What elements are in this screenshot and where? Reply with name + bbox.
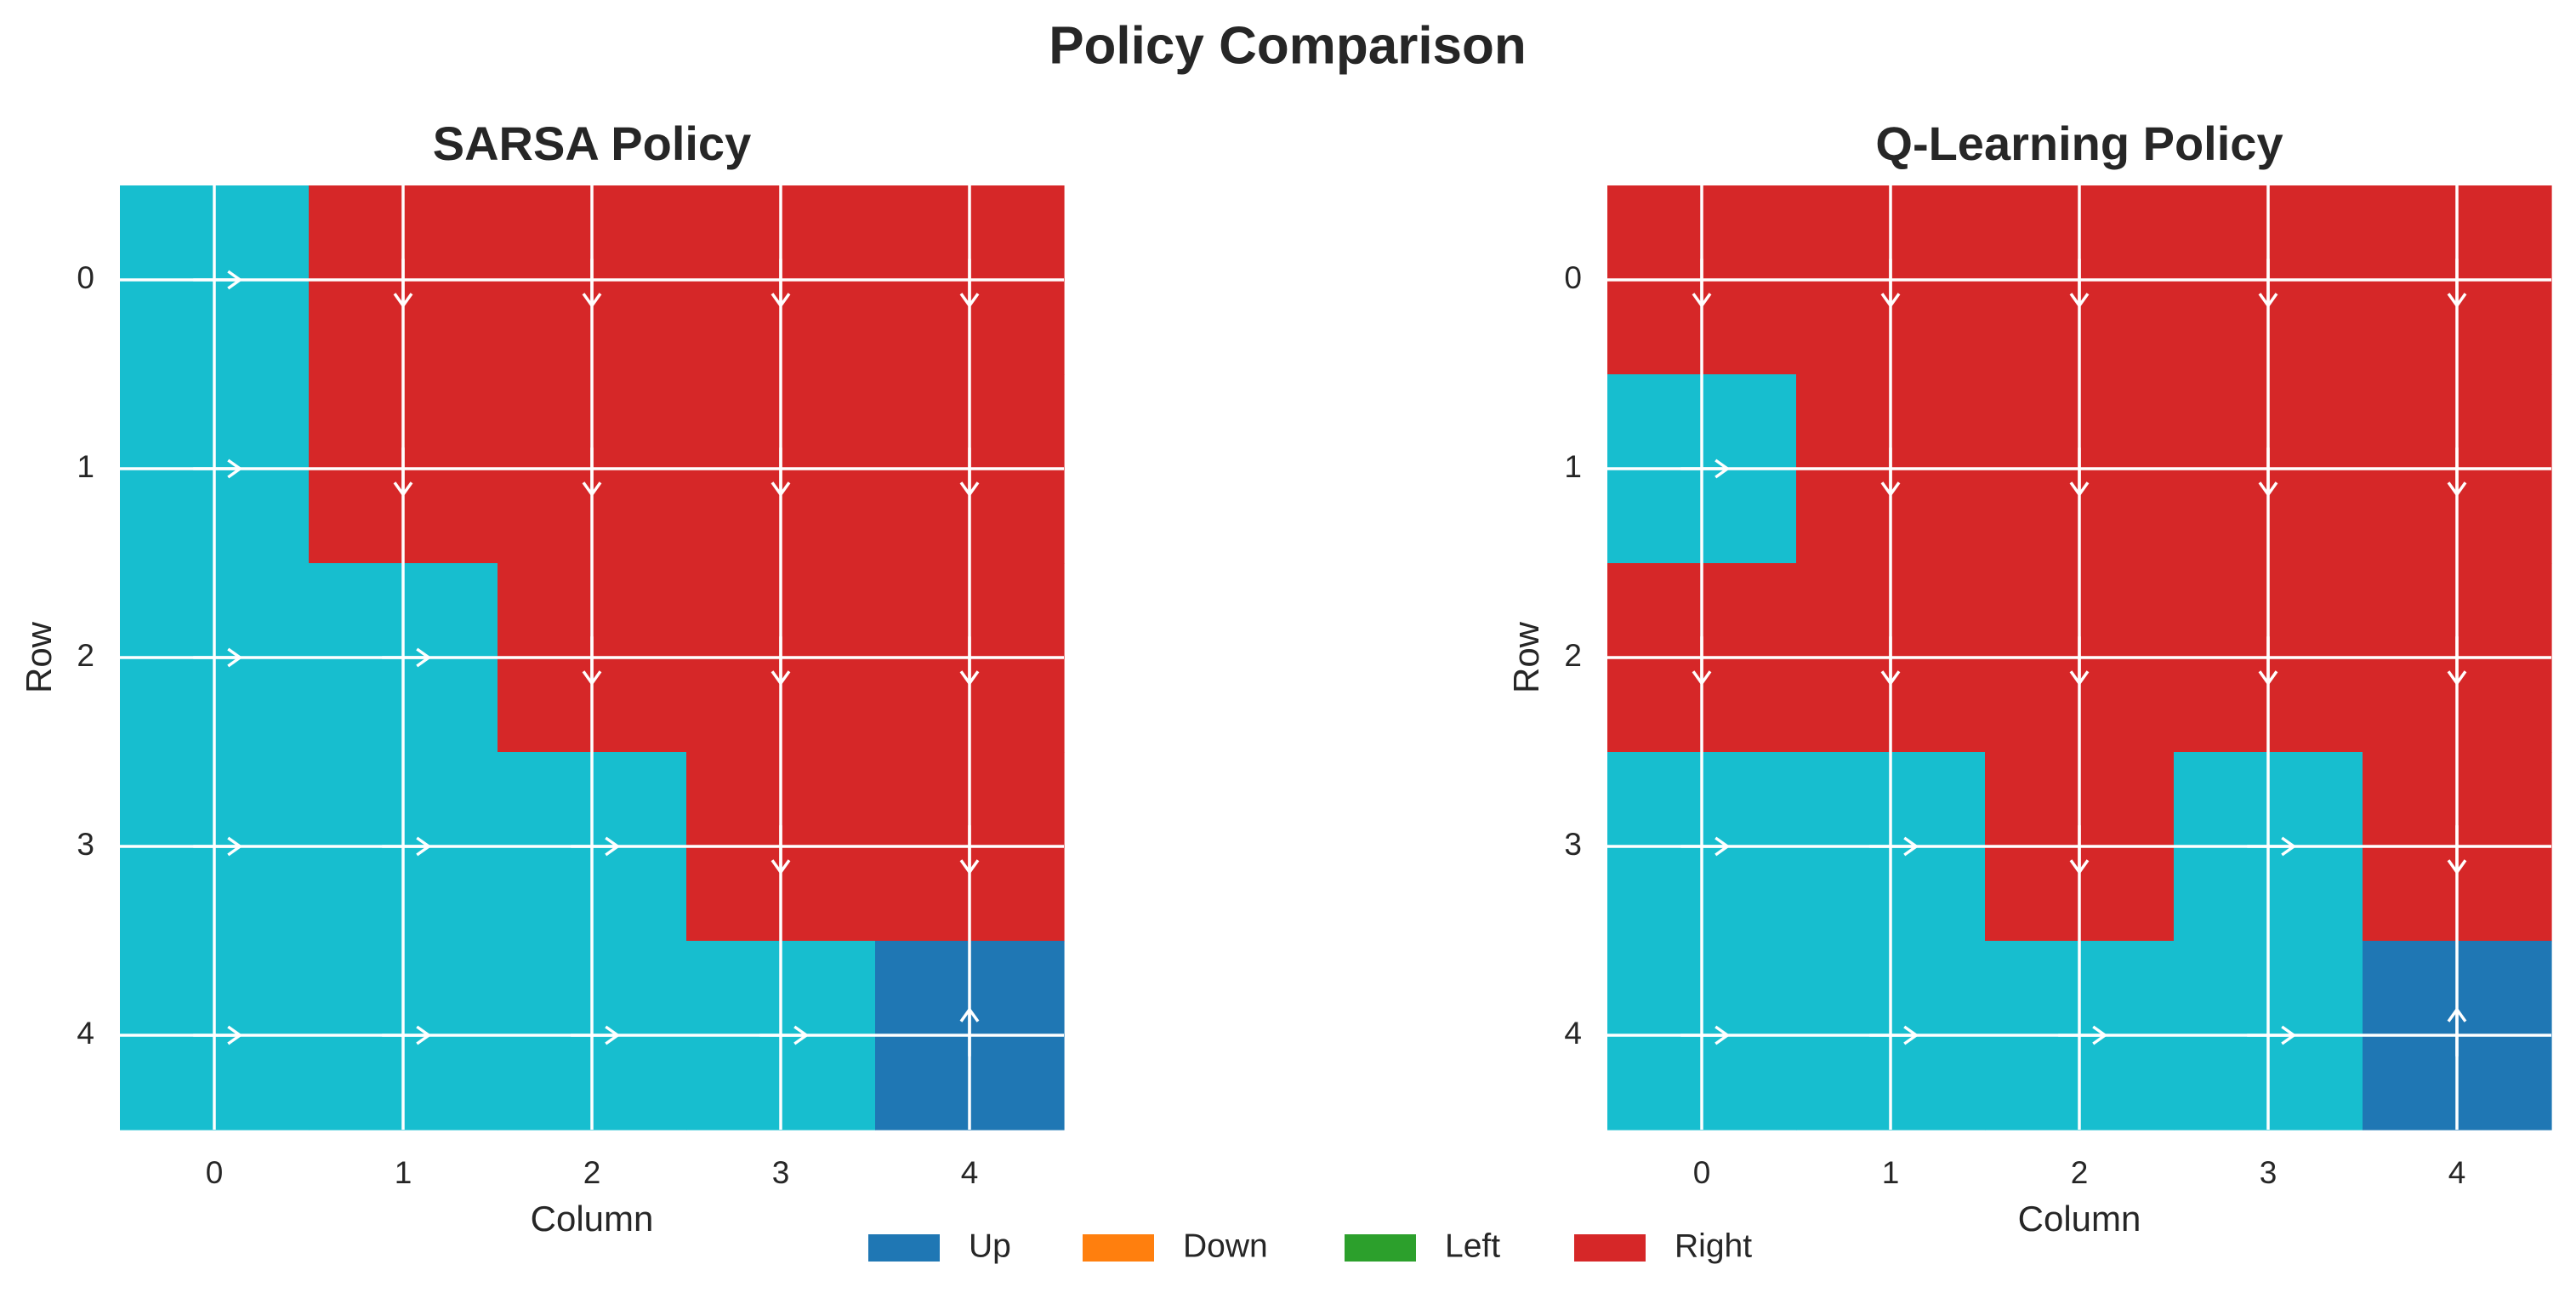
policy-arrow xyxy=(582,259,602,309)
policy-arrow xyxy=(382,1025,432,1045)
policy-arrow xyxy=(2069,825,2090,875)
policy-arrow xyxy=(193,270,243,290)
legend-swatch xyxy=(1083,1234,1154,1262)
y-tick-label: 3 xyxy=(1564,827,1582,862)
legend: Up Down Left Right xyxy=(868,1227,1752,1264)
y-tick-label: 2 xyxy=(77,638,94,673)
policy-arrow xyxy=(2058,1025,2108,1045)
y-tick-label: 1 xyxy=(77,449,94,484)
x-tick-label: 1 xyxy=(1882,1155,1900,1190)
x-tick-label: 1 xyxy=(395,1155,412,1190)
policy-arrow xyxy=(2247,836,2297,857)
legend-item: Right xyxy=(1574,1227,1752,1264)
policy-arrow xyxy=(2258,259,2278,309)
policy-arrow xyxy=(759,1025,810,1045)
policy-arrow xyxy=(582,636,602,686)
legend-swatch xyxy=(868,1234,940,1262)
policy-arrow xyxy=(1680,1025,1731,1045)
legend-item: Up xyxy=(868,1227,1011,1264)
policy-arrow xyxy=(393,259,413,309)
policy-arrow xyxy=(193,647,243,668)
policy-arrow xyxy=(2258,447,2278,498)
policy-arrow xyxy=(771,447,791,498)
policy-arrow xyxy=(959,825,980,875)
policy-arrow xyxy=(2447,259,2467,309)
policy-arrow xyxy=(959,636,980,686)
legend-label: Left xyxy=(1445,1227,1500,1264)
policy-arrow xyxy=(2069,636,2090,686)
policy-arrow xyxy=(571,1025,621,1045)
y-tick-label: 0 xyxy=(77,260,94,295)
policy-arrow xyxy=(771,636,791,686)
policy-arrow xyxy=(382,836,432,857)
policy-arrow xyxy=(1869,1025,1919,1045)
y-tick-label: 2 xyxy=(1564,638,1582,673)
policy-arrow xyxy=(382,647,432,668)
x-tick-label: 3 xyxy=(2260,1155,2277,1190)
policy-arrow xyxy=(193,836,243,857)
legend-swatch xyxy=(1574,1234,1646,1262)
panel-title: SARSA Policy xyxy=(433,117,751,170)
legend-label: Right xyxy=(1675,1227,1752,1264)
y-tick-label: 0 xyxy=(1564,260,1582,295)
policy-arrow xyxy=(1680,458,1731,479)
figure-title: Policy Comparison xyxy=(1049,16,1527,75)
legend-swatch xyxy=(1345,1234,1416,1262)
policy-panel: SARSA Policy 0 1 2 3 4 0 1 2 3 4 Column Row xyxy=(19,117,1065,1239)
policy-arrow xyxy=(1880,447,1901,498)
policy-arrow xyxy=(2447,1006,2467,1057)
x-axis-label: Column xyxy=(2018,1199,2141,1239)
y-tick-label: 4 xyxy=(77,1016,94,1051)
policy-arrow xyxy=(2069,447,2090,498)
y-tick-label: 3 xyxy=(77,827,94,862)
policy-arrow xyxy=(1692,636,1712,686)
policy-arrow xyxy=(2247,1025,2297,1045)
x-tick-label: 2 xyxy=(2071,1155,2089,1190)
y-axis-label: Row xyxy=(1506,621,1546,693)
x-tick-label: 4 xyxy=(2448,1155,2466,1190)
policy-arrow xyxy=(193,1025,243,1045)
policy-arrow xyxy=(1692,259,1712,309)
x-tick-label: 0 xyxy=(206,1155,224,1190)
policy-arrow xyxy=(193,458,243,479)
policy-arrow xyxy=(1880,636,1901,686)
policy-arrow xyxy=(393,447,413,498)
legend-label: Down xyxy=(1183,1227,1268,1264)
legend-label: Up xyxy=(969,1227,1011,1264)
policy-arrow xyxy=(771,259,791,309)
policy-arrow xyxy=(2447,447,2467,498)
y-tick-label: 4 xyxy=(1564,1016,1582,1051)
policy-arrow xyxy=(959,1006,980,1057)
y-tick-label: 1 xyxy=(1564,449,1582,484)
policy-arrow xyxy=(2447,825,2467,875)
policy-arrow xyxy=(771,825,791,875)
policy-arrow xyxy=(2069,259,2090,309)
x-tick-label: 2 xyxy=(583,1155,601,1190)
policy-arrow xyxy=(571,836,621,857)
policy-arrow xyxy=(1880,259,1901,309)
x-axis-label: Column xyxy=(531,1199,654,1239)
policy-panel: Q-Learning Policy 0 1 2 3 4 0 1 2 3 4 Column Row xyxy=(1506,117,2552,1239)
policy-arrow xyxy=(959,447,980,498)
y-axis-label: Row xyxy=(19,621,59,693)
policy-arrow xyxy=(1869,836,1919,857)
x-tick-label: 0 xyxy=(1693,1155,1711,1190)
policy-arrow xyxy=(1680,836,1731,857)
policy-arrow xyxy=(582,447,602,498)
legend-item: Down xyxy=(1083,1227,1268,1264)
x-tick-label: 3 xyxy=(772,1155,790,1190)
policy-arrow xyxy=(959,259,980,309)
policy-arrow xyxy=(2447,636,2467,686)
policy-arrow xyxy=(2258,636,2278,686)
x-tick-label: 4 xyxy=(961,1155,979,1190)
panel-title: Q-Learning Policy xyxy=(1875,117,2283,170)
legend-item: Left xyxy=(1345,1227,1500,1264)
